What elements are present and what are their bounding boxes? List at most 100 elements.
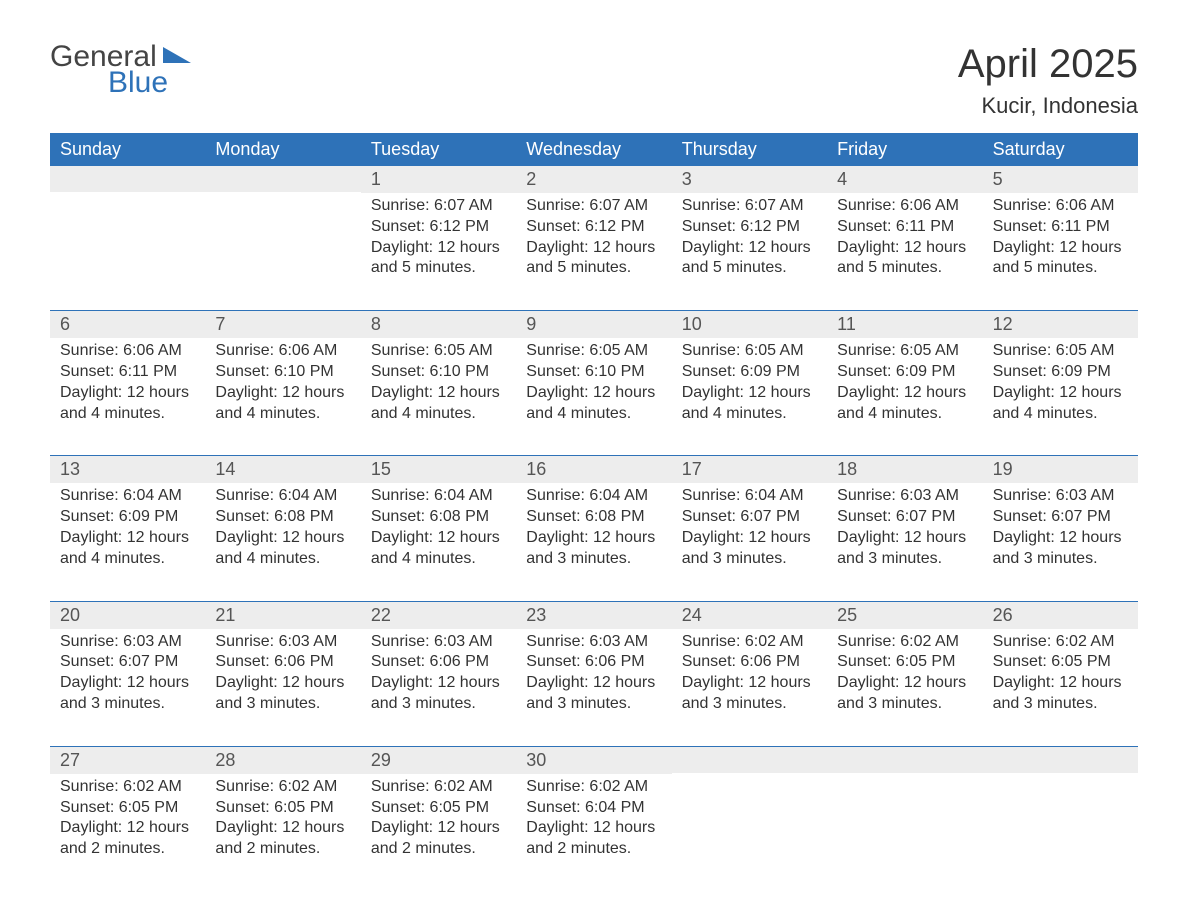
day-detail xyxy=(205,192,360,198)
calendar-cell: 5Sunrise: 6:06 AMSunset: 6:11 PMDaylight… xyxy=(983,166,1138,282)
calendar-cell: 6Sunrise: 6:06 AMSunset: 6:11 PMDaylight… xyxy=(50,311,205,427)
day-number xyxy=(672,747,827,773)
day-detail-line: Daylight: 12 hours and 3 minutes. xyxy=(837,528,972,570)
calendar-cell: 19Sunrise: 6:03 AMSunset: 6:07 PMDayligh… xyxy=(983,456,1138,572)
day-detail-line: Daylight: 12 hours and 3 minutes. xyxy=(526,673,661,715)
day-detail-line: Daylight: 12 hours and 3 minutes. xyxy=(993,673,1128,715)
day-number: 26 xyxy=(983,602,1138,629)
day-detail-line: Sunrise: 6:04 AM xyxy=(371,486,506,507)
calendar-cell: 13Sunrise: 6:04 AMSunset: 6:09 PMDayligh… xyxy=(50,456,205,572)
day-detail-line: Daylight: 12 hours and 3 minutes. xyxy=(682,528,817,570)
day-detail-line: Daylight: 12 hours and 2 minutes. xyxy=(60,818,195,860)
calendar-cell: 2Sunrise: 6:07 AMSunset: 6:12 PMDaylight… xyxy=(516,166,671,282)
day-number: 28 xyxy=(205,747,360,774)
calendar-cell: 23Sunrise: 6:03 AMSunset: 6:06 PMDayligh… xyxy=(516,602,671,718)
day-detail: Sunrise: 6:05 AMSunset: 6:09 PMDaylight:… xyxy=(827,338,982,427)
day-detail-line: Daylight: 12 hours and 3 minutes. xyxy=(215,673,350,715)
day-detail: Sunrise: 6:02 AMSunset: 6:05 PMDaylight:… xyxy=(361,774,516,863)
day-number: 8 xyxy=(361,311,516,338)
calendar-header-cell: Wednesday xyxy=(516,133,671,166)
calendar-cell: 15Sunrise: 6:04 AMSunset: 6:08 PMDayligh… xyxy=(361,456,516,572)
calendar-cell: 20Sunrise: 6:03 AMSunset: 6:07 PMDayligh… xyxy=(50,602,205,718)
day-number: 21 xyxy=(205,602,360,629)
day-detail-line: Daylight: 12 hours and 4 minutes. xyxy=(60,383,195,425)
day-number: 27 xyxy=(50,747,205,774)
day-detail: Sunrise: 6:06 AMSunset: 6:11 PMDaylight:… xyxy=(983,193,1138,282)
calendar-cell: 3Sunrise: 6:07 AMSunset: 6:12 PMDaylight… xyxy=(672,166,827,282)
day-detail: Sunrise: 6:07 AMSunset: 6:12 PMDaylight:… xyxy=(361,193,516,282)
day-detail-line: Sunrise: 6:06 AM xyxy=(993,196,1128,217)
day-number: 11 xyxy=(827,311,982,338)
day-detail-line: Sunrise: 6:06 AM xyxy=(215,341,350,362)
day-detail-line: Daylight: 12 hours and 4 minutes. xyxy=(60,528,195,570)
calendar-cell xyxy=(672,747,827,863)
page-subtitle: Kucir, Indonesia xyxy=(958,93,1138,119)
day-detail-line: Daylight: 12 hours and 2 minutes. xyxy=(526,818,661,860)
day-number: 30 xyxy=(516,747,671,774)
day-detail-line: Daylight: 12 hours and 4 minutes. xyxy=(837,383,972,425)
day-detail-line: Sunset: 6:09 PM xyxy=(993,362,1128,383)
day-detail: Sunrise: 6:06 AMSunset: 6:11 PMDaylight:… xyxy=(50,338,205,427)
page-title: April 2025 xyxy=(958,42,1138,87)
calendar-cell: 28 Sunrise: 6:02 AMSunset: 6:05 PMDayligh… xyxy=(205,747,360,863)
day-detail-line: Sunrise: 6:03 AM xyxy=(371,632,506,653)
day-number: 10 xyxy=(672,311,827,338)
day-detail-line: Sunrise: 6:07 AM xyxy=(682,196,817,217)
day-detail-line: Sunset: 6:09 PM xyxy=(837,362,972,383)
calendar-cell: 10Sunrise: 6:05 AMSunset: 6:09 PMDayligh… xyxy=(672,311,827,427)
day-detail-line: Sunrise: 6:04 AM xyxy=(682,486,817,507)
day-number: 6 xyxy=(50,311,205,338)
day-detail-line: Daylight: 12 hours and 4 minutes. xyxy=(682,383,817,425)
day-detail-line: Sunset: 6:10 PM xyxy=(371,362,506,383)
day-detail-line: Sunset: 6:11 PM xyxy=(837,217,972,238)
day-detail: Sunrise: 6:03 AMSunset: 6:07 PMDaylight:… xyxy=(50,629,205,718)
calendar-cell: 9Sunrise: 6:05 AMSunset: 6:10 PMDaylight… xyxy=(516,311,671,427)
calendar-header-cell: Thursday xyxy=(672,133,827,166)
day-number: 15 xyxy=(361,456,516,483)
day-detail-line: Sunrise: 6:04 AM xyxy=(526,486,661,507)
day-detail-line: Daylight: 12 hours and 4 minutes. xyxy=(526,383,661,425)
day-detail-line: Daylight: 12 hours and 4 minutes. xyxy=(215,383,350,425)
day-number xyxy=(205,166,360,192)
day-detail xyxy=(672,773,827,779)
day-detail-line: Sunset: 6:08 PM xyxy=(215,507,350,528)
day-detail-line: Sunset: 6:08 PM xyxy=(526,507,661,528)
calendar-cell xyxy=(983,747,1138,863)
calendar-cell: 21Sunrise: 6:03 AMSunset: 6:06 PMDayligh… xyxy=(205,602,360,718)
day-detail-line: Sunset: 6:05 PM xyxy=(993,652,1128,673)
calendar-cell: 12Sunrise: 6:05 AMSunset: 6:09 PMDayligh… xyxy=(983,311,1138,427)
day-detail-line: Sunrise: 6:02 AM xyxy=(60,777,195,798)
day-detail-line: Sunrise: 6:05 AM xyxy=(837,341,972,362)
day-detail-line: Sunrise: 6:02 AM xyxy=(837,632,972,653)
calendar-cell xyxy=(205,166,360,282)
day-detail-line: Daylight: 12 hours and 3 minutes. xyxy=(837,673,972,715)
calendar-cell: 4Sunrise: 6:06 AMSunset: 6:11 PMDaylight… xyxy=(827,166,982,282)
calendar-cell: 16Sunrise: 6:04 AMSunset: 6:08 PMDayligh… xyxy=(516,456,671,572)
day-number: 19 xyxy=(983,456,1138,483)
day-detail-line: Daylight: 12 hours and 2 minutes. xyxy=(215,818,350,860)
day-detail-line: Sunrise: 6:04 AM xyxy=(215,486,350,507)
calendar-cell: 24Sunrise: 6:02 AMSunset: 6:06 PMDayligh… xyxy=(672,602,827,718)
calendar-header-cell: Friday xyxy=(827,133,982,166)
day-detail-line: Sunrise: 6:02 AM xyxy=(215,777,350,798)
day-detail-line: Sunset: 6:05 PM xyxy=(371,798,506,819)
day-detail-line: Sunrise: 6:05 AM xyxy=(682,341,817,362)
day-number: 23 xyxy=(516,602,671,629)
day-detail-line: Daylight: 12 hours and 3 minutes. xyxy=(993,528,1128,570)
day-detail-line: Sunset: 6:07 PM xyxy=(993,507,1128,528)
day-detail-line: Sunrise: 6:03 AM xyxy=(60,632,195,653)
calendar-cell: 7Sunrise: 6:06 AMSunset: 6:10 PMDaylight… xyxy=(205,311,360,427)
day-detail: Sunrise: 6:07 AMSunset: 6:12 PMDaylight:… xyxy=(672,193,827,282)
day-detail xyxy=(827,773,982,779)
day-detail: Sunrise: 6:03 AMSunset: 6:06 PMDaylight:… xyxy=(516,629,671,718)
calendar: SundayMondayTuesdayWednesdayThursdayFrid… xyxy=(50,133,1138,863)
day-detail-line: Sunrise: 6:04 AM xyxy=(60,486,195,507)
day-detail-line: Sunset: 6:05 PM xyxy=(215,798,350,819)
day-detail-line: Sunset: 6:05 PM xyxy=(837,652,972,673)
logo-text-blue: Blue xyxy=(108,68,191,98)
calendar-cell xyxy=(827,747,982,863)
day-number: 1 xyxy=(361,166,516,193)
day-detail: Sunrise: 6:06 AMSunset: 6:11 PMDaylight:… xyxy=(827,193,982,282)
day-detail-line: Sunrise: 6:05 AM xyxy=(526,341,661,362)
day-detail-line: Sunrise: 6:05 AM xyxy=(993,341,1128,362)
